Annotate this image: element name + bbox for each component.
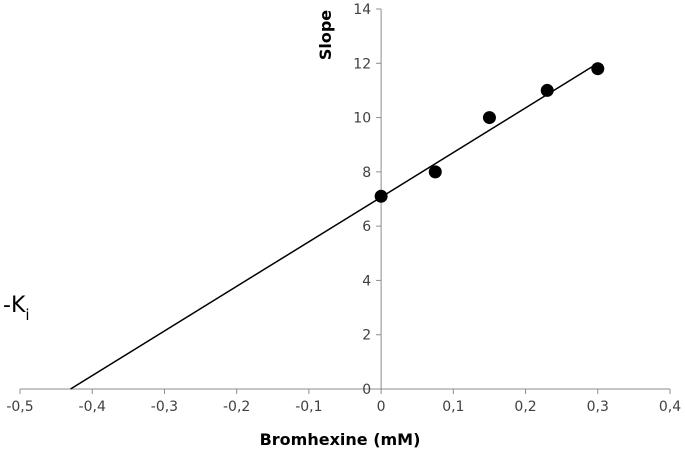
y-tick-label: 8 [362,165,371,181]
y-tick-label: 12 [353,56,371,72]
ki-main-text: -K [3,293,26,318]
x-tick-label: 0,4 [659,399,681,415]
y-tick-label: 0 [362,382,371,398]
x-tick-label: 0,2 [514,399,536,415]
x-tick-label: 0,3 [587,399,609,415]
x-tick-label: 0 [377,399,386,415]
x-tick-label: 0,1 [442,399,464,415]
y-tick-label: 4 [362,273,371,289]
y-axis-title: Slope [316,10,335,60]
tick-labels: -0,5 -0,4 -0,3 -0,2 -0,1 0 0,1 0,2 0,3 0,4 0 2 4 6 8 10… [6,2,681,415]
x-tick-label: -0,1 [295,399,322,415]
y-tick-label: 14 [353,2,371,18]
axes [19,8,671,394]
data-point [591,62,605,76]
x-tick-label: -0,4 [79,399,106,415]
x-axis-title: Bromhexine (mM) [260,430,421,449]
data-point [428,165,442,179]
data-point [482,111,496,125]
ki-annotation: -Ki [3,293,30,324]
y-tick-label: 10 [353,111,371,127]
x-tick-label: -0,3 [151,399,178,415]
y-tick-label: 2 [362,328,371,344]
trendline-group [70,62,599,390]
y-tick-label: 6 [362,219,371,235]
trendline [70,62,599,390]
ki-subscript: i [25,306,29,324]
x-tick-label: -0,5 [6,399,33,415]
data-points [374,62,605,203]
x-tick-label: -0,2 [223,399,250,415]
data-point [374,189,388,203]
data-point [540,83,554,97]
